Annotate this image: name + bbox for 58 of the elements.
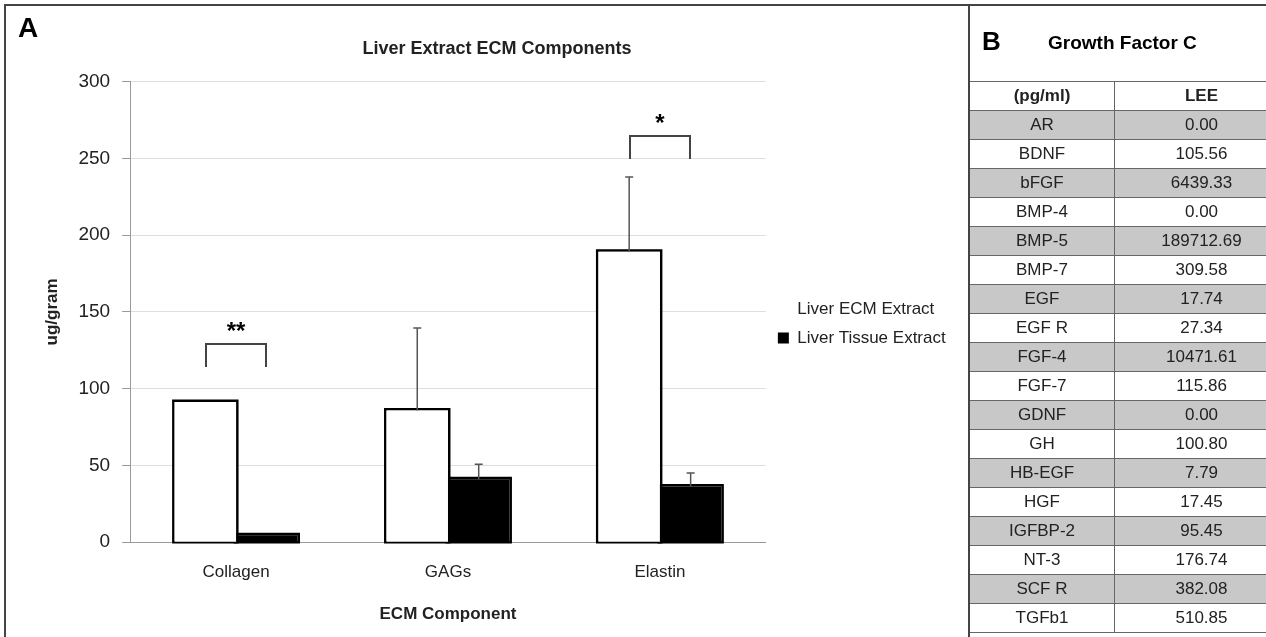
annotation: * <box>654 109 666 137</box>
category-label: NT-3 <box>969 545 1115 575</box>
data-label: 6439.33 <box>1114 168 1266 198</box>
data-label: 510.85 <box>1114 603 1266 633</box>
data-label: 10471.61 <box>1114 342 1266 372</box>
category-label: HB-EGF <box>969 458 1115 488</box>
category-label: BMP-5 <box>969 226 1115 256</box>
data-label: 100.80 <box>1114 429 1266 459</box>
x-tick-label: GAGs <box>424 562 472 582</box>
data-label: 95.45 <box>1114 516 1266 546</box>
data-label: 17.74 <box>1114 284 1266 314</box>
category-label: BDNF <box>969 139 1115 169</box>
category-label: EGF R <box>969 313 1115 343</box>
y-tick-label: 150 <box>78 300 111 322</box>
text: B <box>982 26 1001 57</box>
annotation: ** <box>225 317 247 345</box>
series-label: LEE <box>1114 81 1266 111</box>
data-label: 0.00 <box>1114 197 1266 227</box>
category-label: EGF <box>969 284 1115 314</box>
x-tick-label: Elastin <box>634 562 686 582</box>
y-tick-label: 200 <box>78 223 111 245</box>
data-label: 27.34 <box>1114 313 1266 343</box>
data-label: 176.74 <box>1114 545 1266 575</box>
y-tick-label: 50 <box>88 453 111 475</box>
category-label: BMP-7 <box>969 255 1115 285</box>
data-label: 382.08 <box>1114 574 1266 604</box>
category-label: GDNF <box>969 400 1115 430</box>
y-tick-label: 100 <box>78 376 111 398</box>
category-label: FGF-4 <box>969 342 1115 372</box>
category-label: IGFBP-2 <box>969 516 1115 546</box>
category-label: AR <box>969 110 1115 140</box>
category-label: TGFb1 <box>969 603 1115 633</box>
text: A <box>18 12 39 44</box>
category-label: BMP-4 <box>969 197 1115 227</box>
x-axis-title: ECM Component <box>379 604 517 624</box>
chart-title: Liver Extract ECM Components <box>362 37 632 58</box>
y-axis-title: ug/gram <box>41 278 61 346</box>
x-tick-label: Collagen <box>202 562 270 582</box>
data-label: 105.56 <box>1114 139 1266 169</box>
data-label: 7.79 <box>1114 458 1266 488</box>
data-label: 115.86 <box>1114 371 1266 401</box>
data-label: 309.58 <box>1114 255 1266 285</box>
category-label: bFGF <box>969 168 1115 198</box>
legend-label: Liver Tissue Extract <box>797 327 946 347</box>
data-label: 189712.69 <box>1114 226 1266 256</box>
category-label: FGF-7 <box>969 371 1115 401</box>
category-label: GH <box>969 429 1115 459</box>
text: (pg/ml) <box>969 81 1115 111</box>
data-label: 0.00 <box>1114 110 1266 140</box>
y-tick-label: 0 <box>99 530 111 552</box>
data-label: 0.00 <box>1114 400 1266 430</box>
category-label: SCF R <box>969 574 1115 604</box>
text: Liver ECM Extract <box>797 298 935 318</box>
category-label: HGF <box>969 487 1115 517</box>
y-tick-label: 250 <box>78 146 111 168</box>
text: Growth Factor C <box>1048 32 1197 54</box>
data-label: 17.45 <box>1114 487 1266 517</box>
y-tick-label: 300 <box>78 69 111 91</box>
